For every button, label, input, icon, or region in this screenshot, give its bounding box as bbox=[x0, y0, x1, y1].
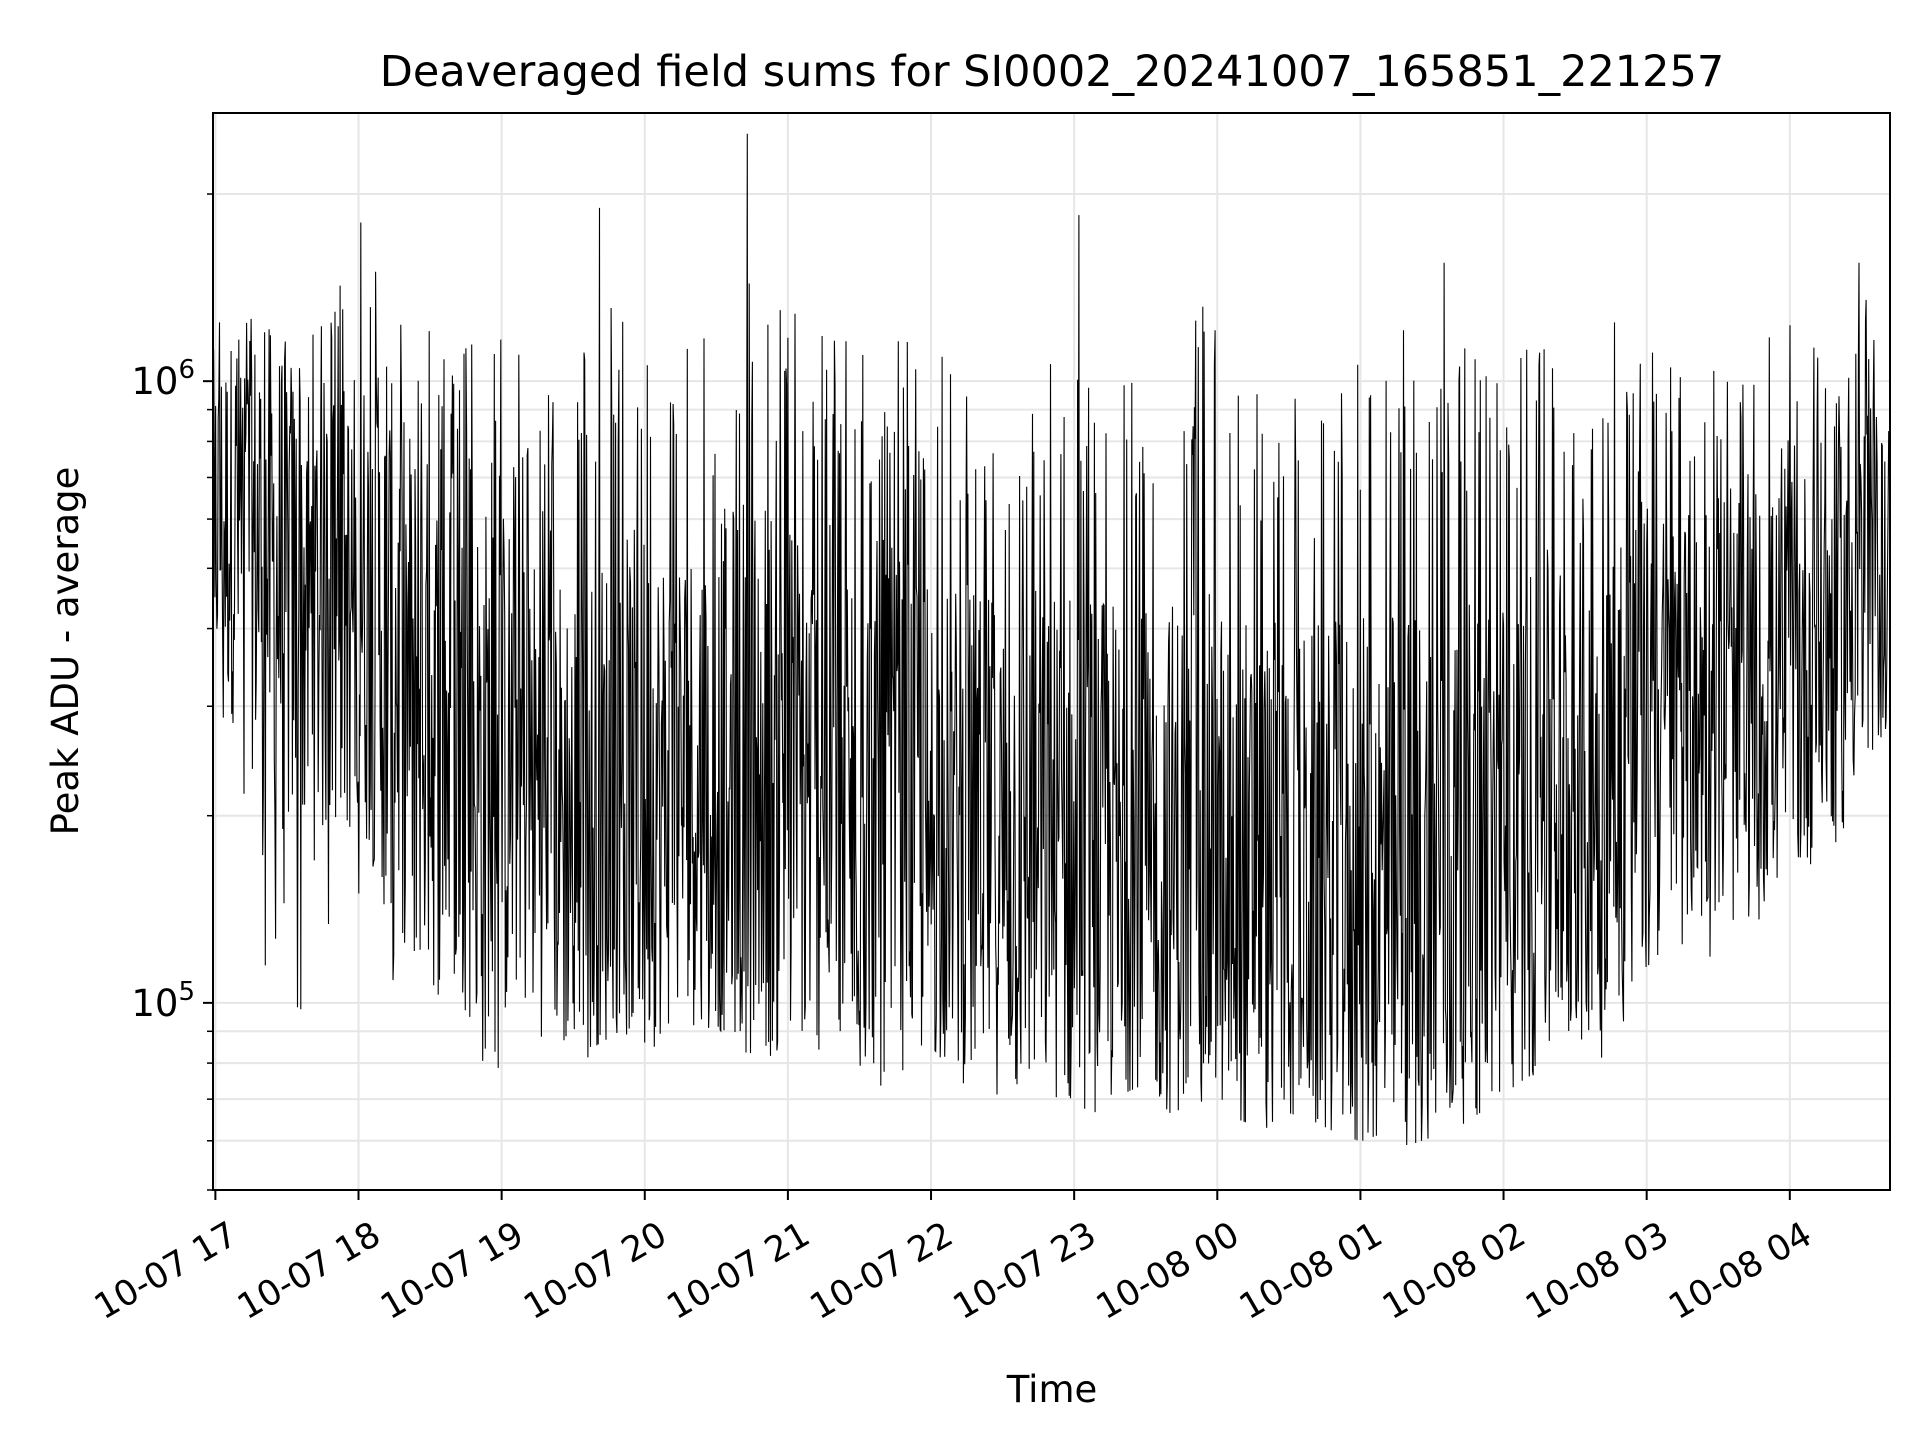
x-axis-label: Time bbox=[1006, 1368, 1098, 1411]
y-axis-label: Peak ADU - average bbox=[44, 467, 87, 836]
series-line bbox=[212, 133, 1891, 1146]
plot-frame bbox=[212, 112, 1891, 1191]
chart-title: Deaveraged field sums for SI0002_2024100… bbox=[380, 47, 1725, 97]
y-tick-label: 105 bbox=[131, 977, 195, 1025]
series-line-path bbox=[212, 133, 1891, 1146]
y-tick-label: 106 bbox=[131, 355, 195, 403]
